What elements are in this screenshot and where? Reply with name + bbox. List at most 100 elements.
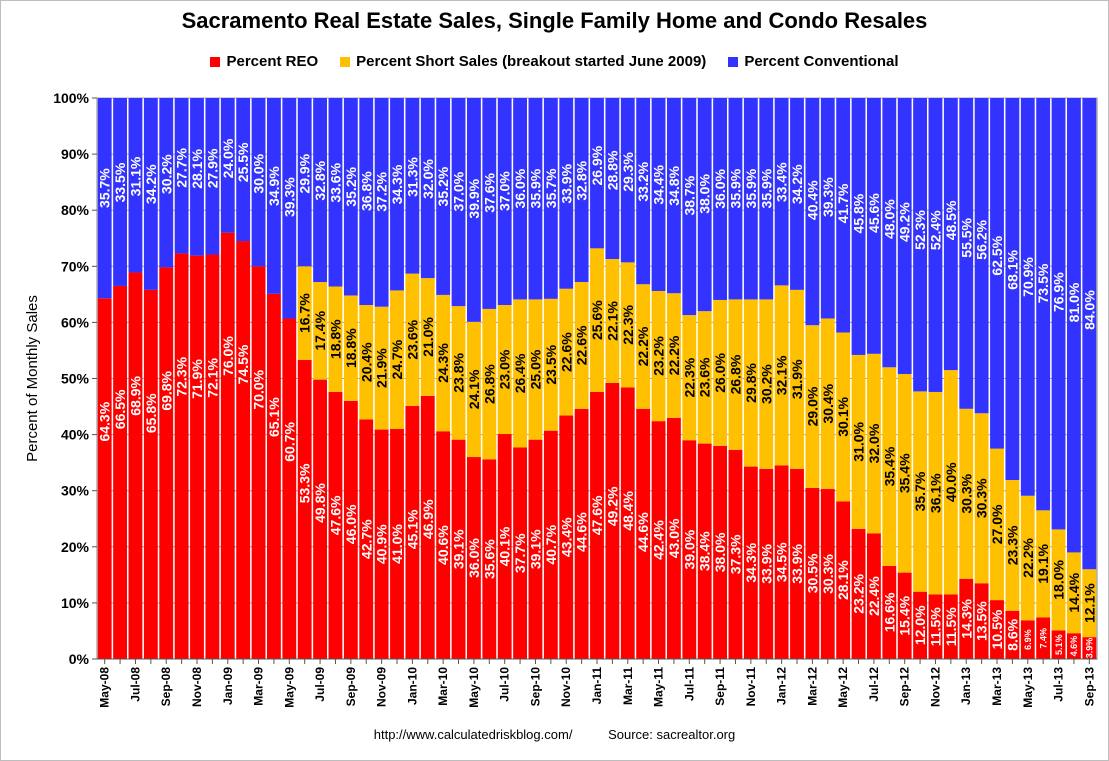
chart-title: Sacramento Real Estate Sales, Single Fam… (181, 8, 928, 33)
legend-label-conventional: Percent Conventional (744, 53, 899, 70)
bar-reo (1051, 630, 1066, 659)
bar-short-sales (867, 353, 881, 534)
data-label-reo: 42.4% (651, 520, 667, 560)
bar-reo (343, 400, 358, 659)
bar-short-sales (374, 306, 389, 430)
bar-reo (451, 439, 466, 659)
data-label-conventional: 34.3% (389, 164, 405, 204)
data-label-reo: 71.9% (189, 359, 205, 399)
bar-reo (590, 391, 604, 659)
data-label-short-sales: 22.2% (1020, 538, 1036, 578)
data-label-conventional: 35.7% (97, 168, 113, 208)
data-label-short-sales: 26.8% (728, 354, 744, 394)
x-tick-label: Nov-10 (559, 667, 573, 707)
x-tick-label: Jan-09 (221, 667, 235, 705)
x-tick-label: Jul-13 (1052, 667, 1066, 702)
bar-conventional (882, 98, 897, 368)
data-label-conventional: 24.0% (220, 138, 236, 178)
data-label-conventional: 45.6% (866, 193, 882, 233)
x-tick-label: Jul-10 (498, 667, 512, 702)
data-label-short-sales: 22.2% (635, 326, 651, 366)
chart-footer: http://www.calculatedriskblog.com/ Sourc… (0, 727, 1109, 742)
legend-swatch-reo (210, 56, 221, 67)
bar-short-sales (482, 308, 497, 460)
bar-short-sales (359, 305, 374, 420)
bar-reo (543, 430, 558, 659)
data-label-short-sales: 22.2% (666, 335, 682, 375)
bar-short-sales (743, 299, 758, 467)
bar-reo (513, 447, 527, 659)
data-label-short-sales: 25.0% (528, 349, 544, 389)
data-label-conventional: 52.3% (912, 210, 928, 250)
data-label-short-sales: 18.8% (328, 319, 344, 359)
bar-short-sales (682, 315, 697, 441)
x-tick-label: Sep-08 (159, 667, 173, 707)
bar-reo (559, 415, 574, 659)
bar-reo (790, 468, 804, 659)
data-label-reo: 72.1% (204, 358, 220, 398)
bar-reo (267, 293, 281, 659)
data-label-reo: 35.6% (481, 539, 497, 579)
bar-reo (374, 429, 389, 659)
bar-conventional (559, 98, 574, 289)
data-label-conventional: 33.6% (328, 162, 344, 202)
data-label-reo: 39.0% (681, 529, 697, 569)
data-label-conventional: 31.1% (128, 156, 144, 196)
legend-item-conventional: Percent Conventional (728, 53, 899, 70)
bar-reo (159, 267, 174, 659)
bar-reo (1082, 637, 1097, 659)
bar-conventional (943, 98, 958, 371)
data-label-conventional: 39.9% (466, 178, 482, 218)
bar-reo (436, 431, 451, 659)
bar-short-sales (820, 318, 835, 490)
data-label-conventional: 35.2% (435, 166, 451, 206)
data-label-reo: 44.6% (635, 512, 651, 552)
bar-reo (220, 232, 235, 659)
x-tick-label: May-09 (282, 667, 296, 708)
data-label-reo: 46.9% (420, 499, 436, 539)
bar-conventional (697, 98, 712, 312)
bar-reo (390, 428, 404, 659)
bar-reo (205, 254, 220, 660)
data-label-conventional: 32.8% (574, 160, 590, 200)
data-label-conventional: 37.0% (497, 171, 513, 211)
bar-conventional (836, 98, 851, 333)
bar-reo (636, 408, 651, 659)
bar-conventional (190, 98, 204, 256)
data-label-reo: 65.8% (143, 393, 159, 433)
data-label-reo: 8.6% (1004, 618, 1020, 650)
bar-short-sales (528, 299, 543, 440)
bar-reo (113, 285, 127, 659)
data-label-short-sales: 23.8% (451, 352, 467, 392)
bar-reo (651, 421, 666, 659)
data-label-reo: 5.1% (1054, 634, 1064, 655)
data-label-conventional: 40.4% (804, 180, 820, 220)
bar-conventional (959, 98, 974, 409)
bar-reo (174, 253, 189, 659)
x-tick-label: Jan-13 (959, 667, 973, 705)
data-label-reo: 44.6% (574, 512, 590, 552)
data-label-short-sales: 26.8% (481, 364, 497, 404)
data-label-conventional: 52.4% (928, 210, 944, 250)
data-label-short-sales: 36.1% (928, 473, 944, 513)
data-label-reo: 76.0% (220, 336, 236, 376)
data-label-short-sales: 23.5% (543, 344, 559, 384)
bar-conventional (897, 98, 912, 375)
bar-conventional (128, 98, 143, 273)
data-label-conventional: 34.8% (666, 165, 682, 205)
bar-reo (497, 434, 512, 659)
data-label-reo: 28.1% (835, 560, 851, 600)
data-label-conventional: 56.2% (974, 219, 990, 259)
x-tick-label: Jul-09 (313, 667, 327, 702)
data-label-reo: 36.0% (466, 538, 482, 578)
data-label-reo: 74.5% (235, 344, 251, 384)
x-tick-label: May-08 (98, 667, 112, 708)
bar-conventional (728, 98, 743, 300)
x-tick-label: Mar-11 (621, 667, 635, 705)
x-tick-label: Mar-13 (990, 667, 1004, 706)
y-tick-label: 80% (61, 202, 90, 218)
data-label-short-sales: 17.4% (312, 310, 328, 350)
x-tick-label: Sep-10 (528, 667, 542, 707)
bar-reo (743, 466, 758, 659)
data-label-reo: 39.1% (451, 529, 467, 569)
